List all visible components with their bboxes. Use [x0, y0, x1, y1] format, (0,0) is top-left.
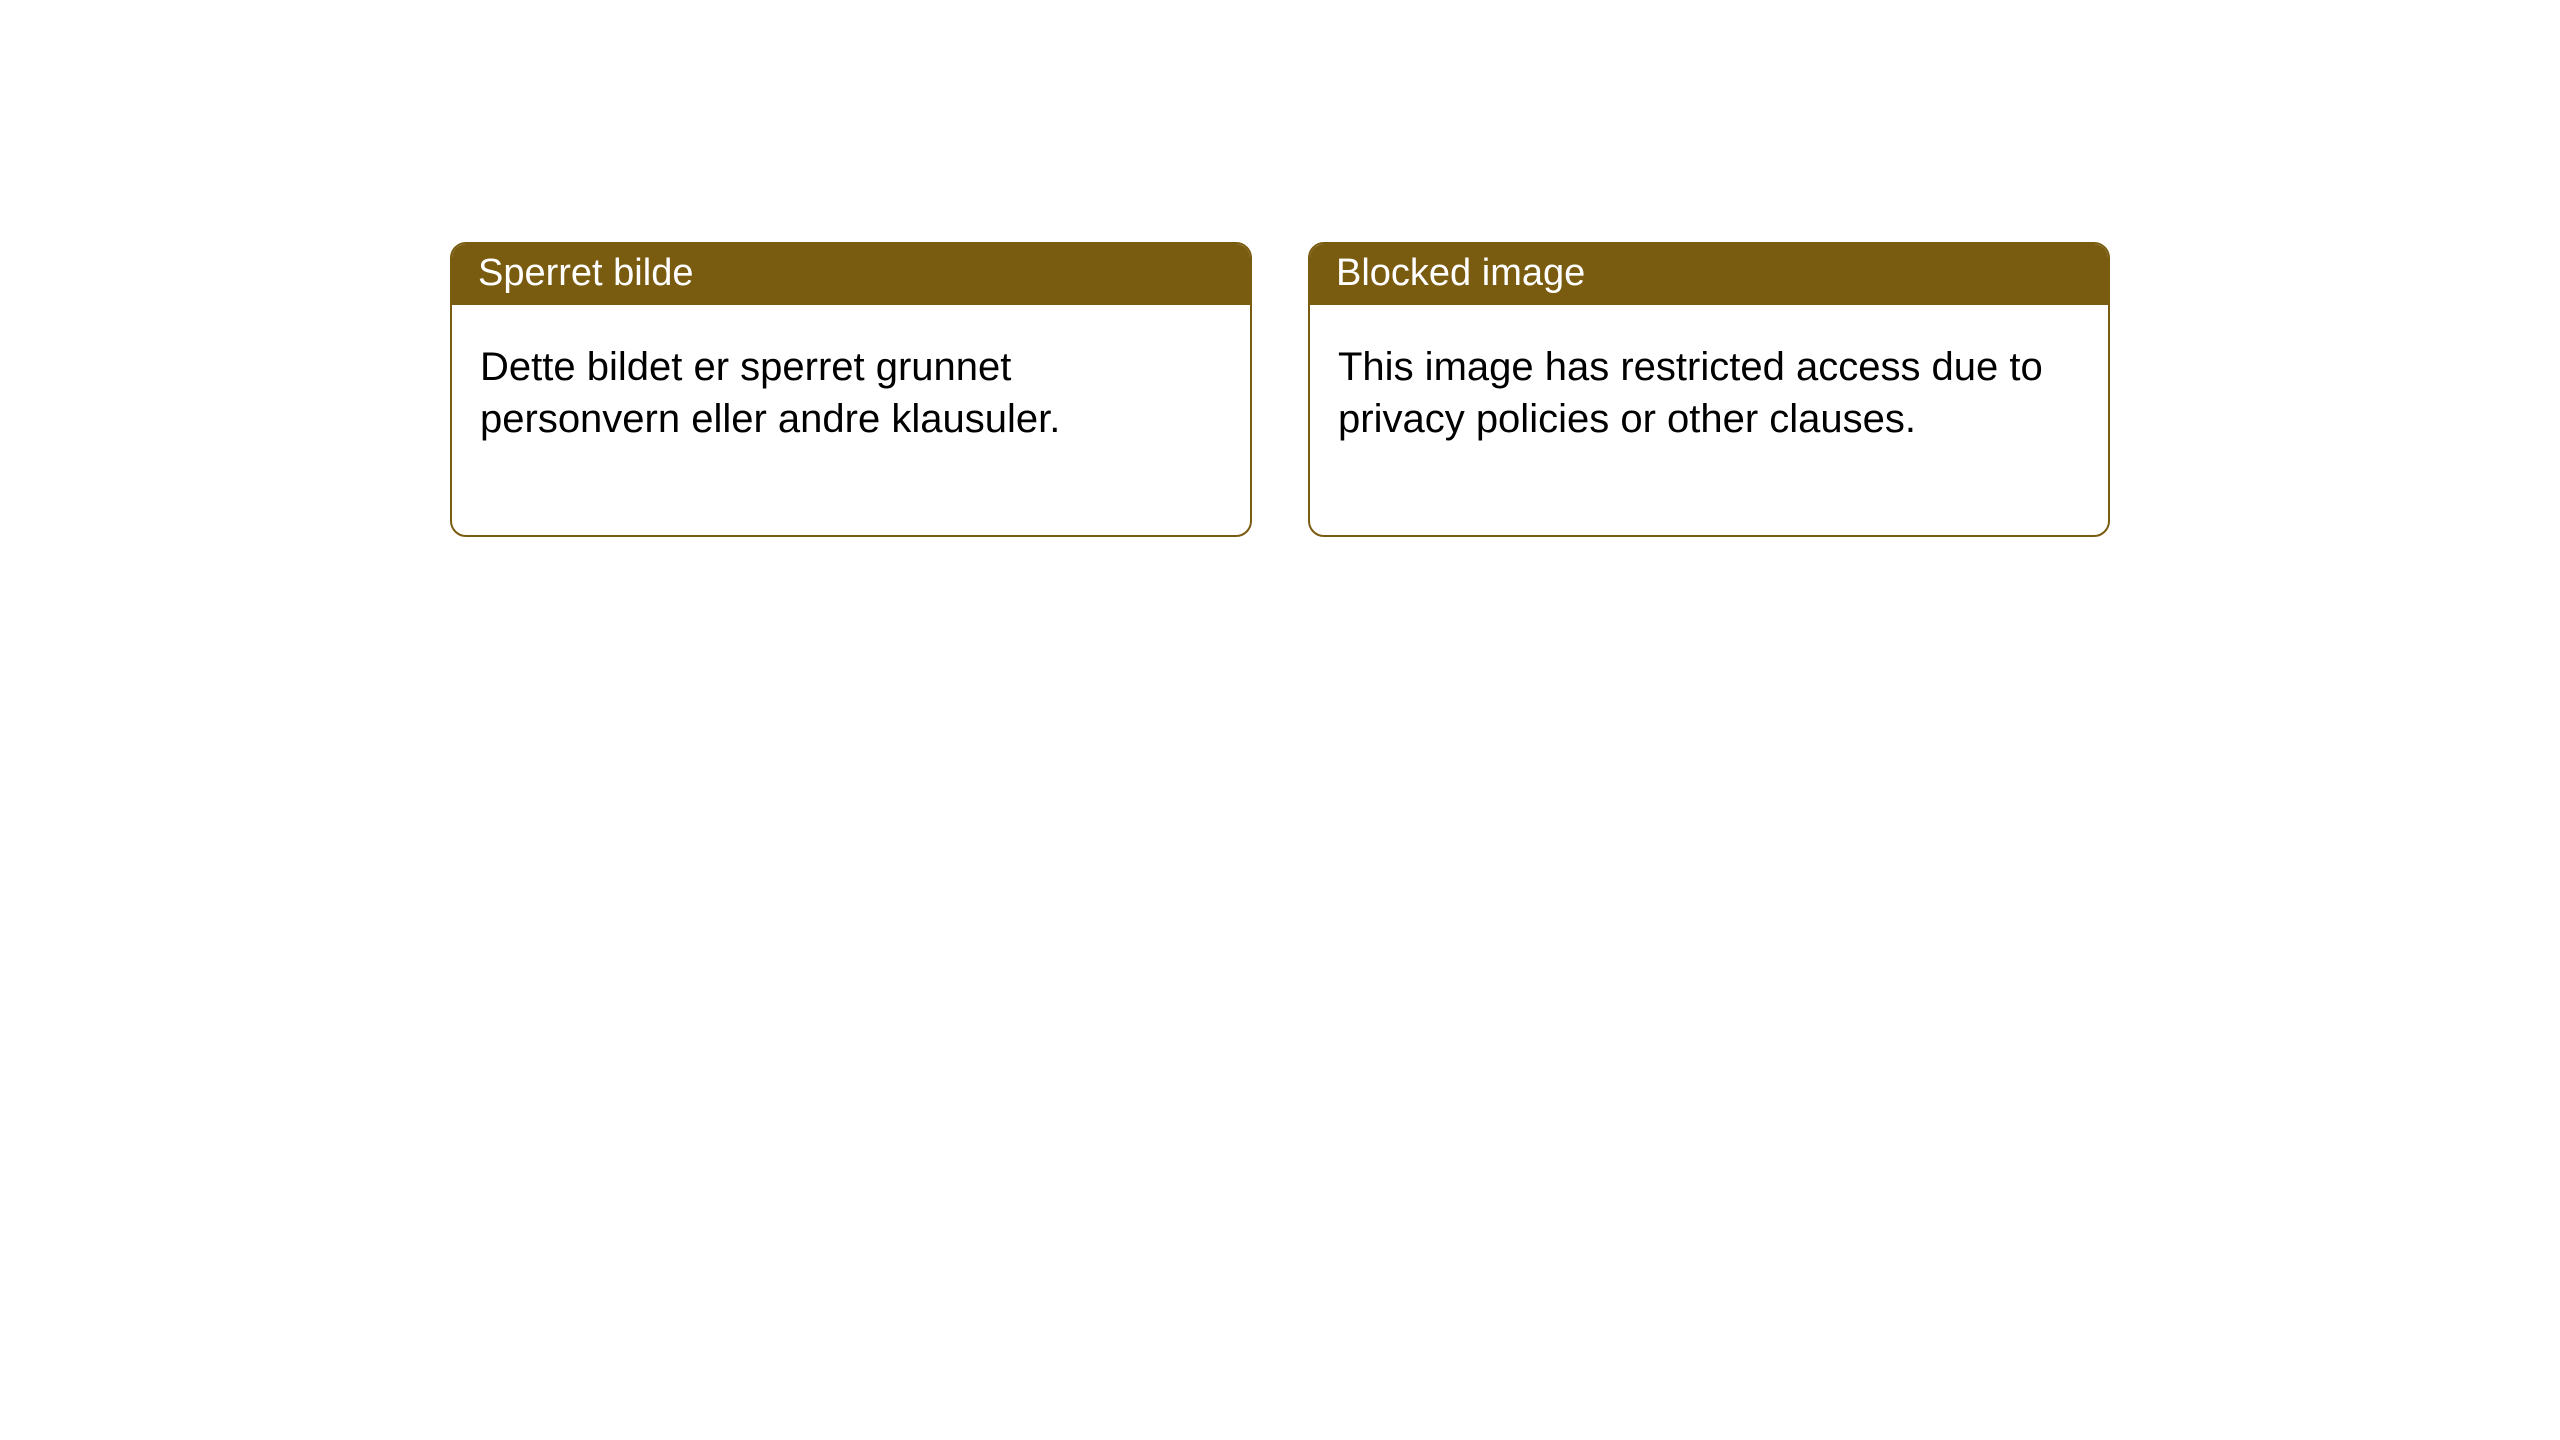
notice-card-title: Blocked image — [1310, 244, 2108, 305]
notice-card-row: Sperret bilde Dette bildet er sperret gr… — [0, 0, 2560, 537]
notice-card-english: Blocked image This image has restricted … — [1308, 242, 2110, 537]
notice-card-body: This image has restricted access due to … — [1310, 305, 2108, 535]
notice-card-body: Dette bildet er sperret grunnet personve… — [452, 305, 1250, 535]
notice-card-norwegian: Sperret bilde Dette bildet er sperret gr… — [450, 242, 1252, 537]
notice-card-title: Sperret bilde — [452, 244, 1250, 305]
